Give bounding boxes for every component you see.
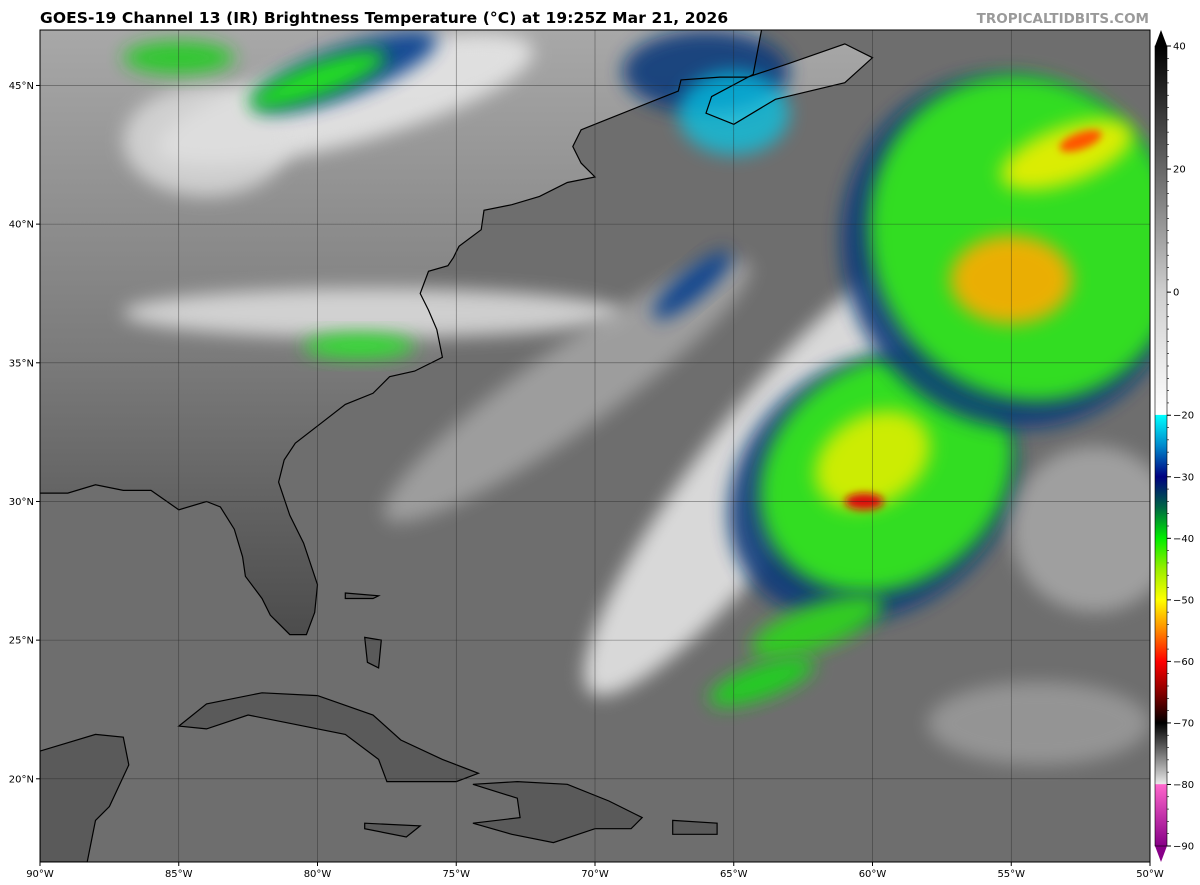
cloud-region [123, 287, 623, 338]
colorbar-extend-top [1155, 30, 1167, 46]
landmass-cuba [178, 692, 479, 782]
lat-tick-label: 35°N [9, 358, 34, 369]
cloud-region [1011, 446, 1150, 613]
coastline-grand-bahama [344, 592, 381, 600]
lat-tick-label: 30°N [9, 497, 34, 508]
cloud-region [383, 258, 751, 523]
lon-tick-label: 70°W [581, 869, 609, 880]
cloud-region [303, 333, 415, 359]
colorbar-tick-label: −20 [1173, 411, 1194, 422]
cloud-region [123, 85, 290, 197]
coastline-jamaica [364, 822, 422, 838]
cloud-region [652, 251, 732, 319]
coastline-puerto-rico [672, 819, 718, 835]
colorbar-scale [1154, 45, 1168, 847]
colorbar-tick-label: −90 [1173, 842, 1194, 853]
cloud-region [751, 594, 883, 658]
colorbar-tick-label: 20 [1173, 165, 1186, 176]
map-area [40, 30, 1150, 862]
colorbar-tick-label: −40 [1173, 534, 1194, 545]
lon-tick-label: 85°W [165, 869, 193, 880]
lon-tick-label: 65°W [720, 869, 748, 880]
cloud-region [928, 681, 1150, 765]
lon-tick-label: 80°W [304, 869, 332, 880]
colorbar-tick-label: −30 [1173, 472, 1194, 483]
colorbar-tick-label: −50 [1173, 595, 1194, 606]
landmass-hispaniola [472, 781, 643, 843]
coastline-us-east [40, 30, 874, 636]
landmass-puerto-rico [672, 820, 718, 835]
colorbar-tick-label: −80 [1173, 780, 1194, 791]
landmass-andros [364, 637, 382, 668]
lon-tick-label: 75°W [442, 869, 470, 880]
lat-tick-label: 20°N [9, 774, 34, 785]
colorbar-tick-label: 0 [1173, 288, 1179, 299]
landmass-jamaica [364, 823, 421, 837]
coastline-andros [364, 636, 382, 669]
landmass-grand-bahama [345, 593, 379, 599]
lon-tick-label: 55°W [997, 869, 1025, 880]
lon-tick-label: 90°W [26, 869, 54, 880]
colorbar-tick-label: −60 [1173, 657, 1194, 668]
colorbar-tick-label: −70 [1173, 718, 1194, 729]
lat-tick-label: 25°N [9, 636, 34, 647]
colorbar-extend-bottom [1155, 846, 1167, 862]
cloud-region [1059, 130, 1102, 152]
cloud-region [709, 657, 814, 707]
landmass-yucatan [40, 734, 129, 862]
coastline-cuba [177, 692, 481, 783]
lat-tick-label: 40°N [9, 220, 34, 231]
map-title: GOES-19 Channel 13 (IR) Brightness Tempe… [40, 9, 729, 27]
coastline-yucatan [40, 733, 130, 862]
lon-tick-label: 50°W [1136, 869, 1164, 880]
gridlines [40, 30, 1150, 862]
axis-labels: 90°W 85°W 80°W 75°W 70°W 65°W 60°W 55°W 50°W 20°N… [9, 81, 1164, 880]
colorbar-tick-label: 40 [1173, 42, 1186, 53]
lat-tick-label: 45°N [9, 81, 34, 92]
colorbar: 40 20 0 −20 −30 −40 −50 −60 −70 −80 −90 [1154, 30, 1194, 862]
lon-tick-label: 60°W [859, 869, 887, 880]
credit-watermark: TROPICALTIDBITS.COM [976, 11, 1149, 27]
